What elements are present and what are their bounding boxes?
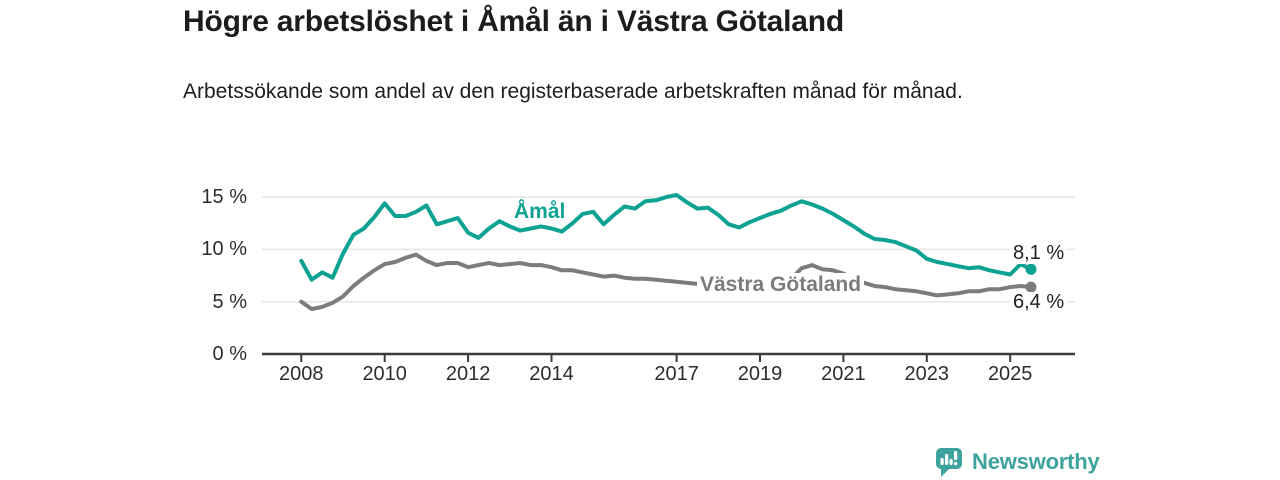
y-tick-label: 10 %: [201, 238, 247, 261]
y-tick-label: 0 %: [212, 343, 247, 365]
y-tick-label: 15 %: [201, 186, 247, 209]
x-tick-label: 2014: [529, 363, 574, 385]
x-tick-label: 2021: [821, 363, 866, 385]
end-value-label-vastra-gotaland: 6,4 %: [1010, 292, 1068, 313]
series-endpoint-vastra-gotaland: [1025, 281, 1037, 293]
x-tick-label: 2012: [445, 363, 491, 385]
x-tick-label: 2017: [654, 363, 699, 385]
page-title: Högre arbetslöshet i Åmål än i Västra Gö…: [183, 5, 844, 38]
series-label-vastra-gotaland: Västra Götaland: [697, 273, 865, 296]
y-tick-label: 5 %: [212, 290, 247, 313]
series-line-amal: [299, 193, 1033, 282]
x-tick-label: 2023: [904, 363, 950, 385]
newsworthy-wordmark: Newsworthy: [972, 449, 1100, 474]
series-endpoint-amal: [1025, 263, 1037, 275]
x-tick-label: 2025: [987, 363, 1033, 385]
series-label-amal: Åmål: [511, 200, 569, 223]
x-tick-label: 2019: [737, 363, 783, 385]
newsworthy-bar-chart-bubble-icon: [936, 448, 962, 477]
end-value-label-amal: 8,1 %: [1010, 243, 1068, 264]
x-tick-label: 2008: [279, 363, 324, 385]
newsworthy-logo: Newsworthy: [934, 446, 1100, 478]
series-line-vastra-gotaland: [299, 252, 1033, 311]
chart-subtitle: Arbetssökande som andel av den registerb…: [183, 80, 963, 103]
x-tick-label: 2010: [362, 363, 407, 385]
